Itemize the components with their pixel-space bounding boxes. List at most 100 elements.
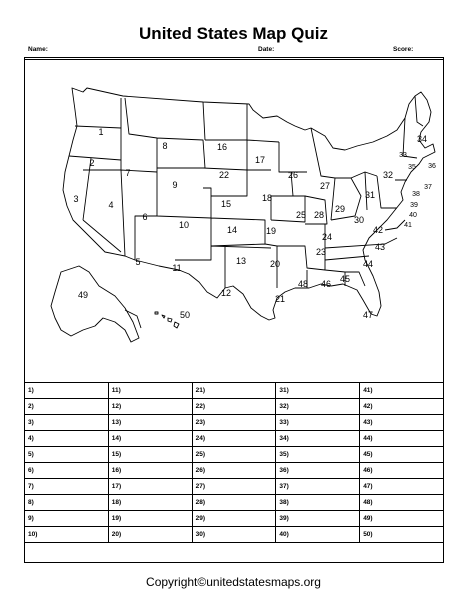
answer-cell[interactable]: 50) <box>359 526 444 543</box>
answer-cell[interactable]: 37) <box>275 478 361 495</box>
alaska-outline <box>50 265 140 343</box>
state-borders <box>68 95 424 288</box>
answer-cell[interactable]: 38) <box>275 494 361 511</box>
answer-cell[interactable]: 4) <box>24 430 109 447</box>
answer-cell[interactable]: 9) <box>24 510 109 527</box>
answer-row: 6) 16) 26) 36) 46) <box>24 462 444 479</box>
state-number-35: 35 <box>408 164 416 171</box>
state-number-10: 10 <box>179 220 189 230</box>
state-number-48: 48 <box>298 279 308 289</box>
state-number-38: 38 <box>412 191 420 198</box>
copyright-footer: Copyright©unitedstatesmaps.org <box>146 575 321 589</box>
answer-cell[interactable]: 12) <box>107 398 193 415</box>
state-number-4: 4 <box>108 200 113 210</box>
answer-cell[interactable]: 43) <box>359 414 444 431</box>
answer-cell[interactable]: 24) <box>191 430 277 447</box>
answer-cell[interactable]: 28) <box>191 494 277 511</box>
state-number-15: 15 <box>221 199 231 209</box>
answer-cell[interactable]: 3) <box>24 414 109 431</box>
answer-cell[interactable]: 34) <box>275 430 361 447</box>
state-number-20: 20 <box>270 259 280 269</box>
answer-cell[interactable]: 30) <box>191 526 277 543</box>
state-number-40: 40 <box>409 212 417 219</box>
state-number-9: 9 <box>172 180 177 190</box>
state-number-49: 49 <box>78 290 88 300</box>
answer-cell[interactable]: 8) <box>24 494 109 511</box>
state-number-1: 1 <box>98 127 103 137</box>
date-label: Date: <box>258 46 275 53</box>
answer-cell[interactable]: 47) <box>359 478 444 495</box>
answer-cell[interactable]: 11) <box>107 382 193 399</box>
contiguous-us-outline <box>62 87 436 321</box>
answer-cell[interactable]: 13) <box>107 414 193 431</box>
answer-row: 2) 12) 22) 32) 42) <box>24 398 444 415</box>
answer-cell[interactable]: 27) <box>191 478 277 495</box>
answer-cell[interactable]: 31) <box>275 382 361 399</box>
answer-cell[interactable]: 41) <box>359 382 444 399</box>
answer-row: 1) 11) 21) 31) 41) <box>24 382 444 399</box>
answer-cell[interactable]: 5) <box>24 446 109 463</box>
state-number-8: 8 <box>162 141 167 151</box>
answer-cell[interactable]: 14) <box>107 430 193 447</box>
answer-cell[interactable]: 21) <box>191 382 277 399</box>
state-number-22: 22 <box>219 170 229 180</box>
answer-row: 8) 18) 28) 38) 48) <box>24 494 444 511</box>
answer-cell[interactable]: 39) <box>275 510 361 527</box>
state-number-12: 12 <box>221 288 231 298</box>
answer-cell[interactable]: 46) <box>359 462 444 479</box>
state-number-34: 34 <box>417 134 427 144</box>
state-number-30: 30 <box>354 215 364 225</box>
state-number-41: 41 <box>404 222 412 229</box>
answer-cell[interactable]: 20) <box>107 526 193 543</box>
state-number-16: 16 <box>217 142 227 152</box>
answer-cell[interactable]: 44) <box>359 430 444 447</box>
answer-cell[interactable]: 49) <box>359 510 444 527</box>
state-number-11: 11 <box>172 263 181 273</box>
state-number-26: 26 <box>288 170 298 180</box>
answer-cell[interactable]: 26) <box>191 462 277 479</box>
answer-cell[interactable]: 32) <box>275 398 361 415</box>
answer-cell[interactable]: 25) <box>191 446 277 463</box>
state-number-2: 2 <box>89 158 94 168</box>
state-number-19: 19 <box>266 226 276 236</box>
answer-row: 10) 20) 30) 40) 50) <box>24 526 444 543</box>
answer-cell[interactable]: 48) <box>359 494 444 511</box>
answer-cell[interactable]: 16) <box>107 462 193 479</box>
answer-cell[interactable]: 35) <box>275 446 361 463</box>
state-number-42: 42 <box>373 225 383 235</box>
answer-cell[interactable]: 40) <box>275 526 361 543</box>
answer-cell[interactable]: 1) <box>24 382 109 399</box>
state-number-46: 46 <box>321 279 331 289</box>
state-number-29: 29 <box>335 204 345 214</box>
answer-cell[interactable]: 19) <box>107 510 193 527</box>
header-divider <box>25 59 443 60</box>
state-number-7: 7 <box>125 168 130 178</box>
answer-cell[interactable]: 23) <box>191 414 277 431</box>
answer-grid: 1) 11) 21) 31) 41) 2) 12) 22) 32) 42) 3) 13) 23) 33) 4… <box>24 382 444 543</box>
answer-cell[interactable]: 7) <box>24 478 109 495</box>
state-number-23: 23 <box>316 247 326 257</box>
answer-row: 7) 17) 27) 37) 47) <box>24 478 444 495</box>
answer-row: 3) 13) 23) 33) 43) <box>24 414 444 431</box>
answer-cell[interactable]: 36) <box>275 462 361 479</box>
state-number-13: 13 <box>236 256 246 266</box>
answer-cell[interactable]: 33) <box>275 414 361 431</box>
state-number-21: 21 <box>275 294 285 304</box>
answer-row: 4) 14) 24) 34) 44) <box>24 430 444 447</box>
answer-cell[interactable]: 17) <box>107 478 193 495</box>
name-label: Name: <box>28 46 48 53</box>
state-number-47: 47 <box>363 310 373 320</box>
answer-cell[interactable]: 22) <box>191 398 277 415</box>
quiz-sheet <box>24 57 444 563</box>
state-number-25: 25 <box>296 210 306 220</box>
answer-row: 9) 19) 29) 39) 49) <box>24 510 444 527</box>
answer-cell[interactable]: 42) <box>359 398 444 415</box>
answer-cell[interactable]: 10) <box>24 526 109 543</box>
answer-cell[interactable]: 29) <box>191 510 277 527</box>
answer-cell[interactable]: 15) <box>107 446 193 463</box>
answer-cell[interactable]: 45) <box>359 446 444 463</box>
hawaii-islands <box>154 311 180 329</box>
answer-cell[interactable]: 6) <box>24 462 109 479</box>
answer-cell[interactable]: 2) <box>24 398 109 415</box>
answer-cell[interactable]: 18) <box>107 494 193 511</box>
